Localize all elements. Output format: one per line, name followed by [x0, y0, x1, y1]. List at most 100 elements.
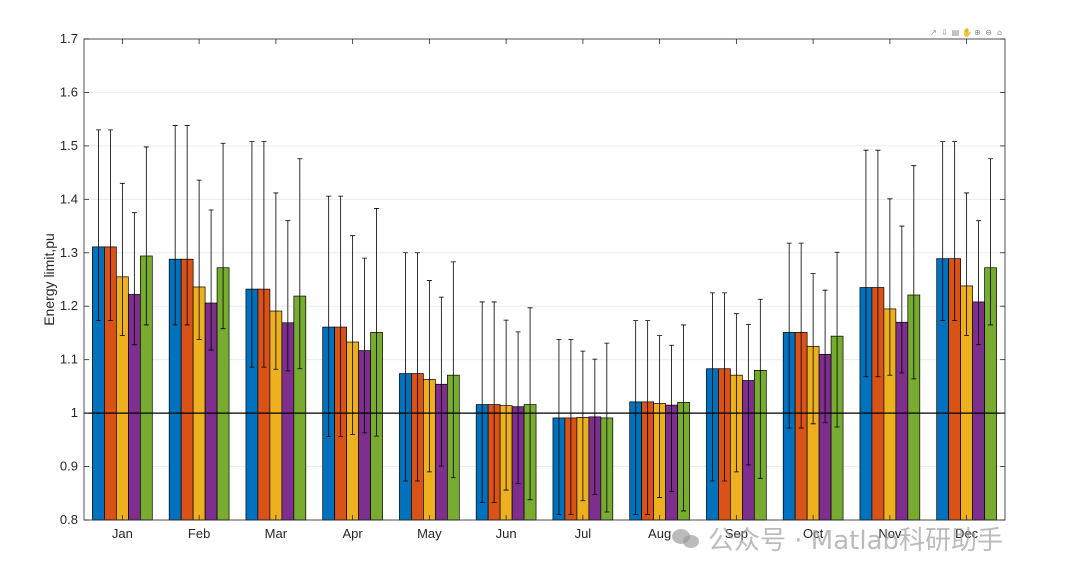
brush-icon[interactable]: ↗ [930, 28, 937, 37]
export-icon[interactable]: ⇩ [941, 28, 948, 37]
errorbar-dec-s5 [988, 158, 994, 326]
errorbar-may-s5 [450, 261, 456, 479]
errorbar-oct-s3 [810, 273, 816, 425]
y-tick-label: 1.4 [60, 191, 78, 206]
errorbar-oct-s4 [822, 289, 828, 424]
errorbar-mar-s5 [297, 158, 303, 370]
errorbar-jun-s5 [527, 307, 533, 501]
errorbar-jan-s3 [119, 182, 125, 337]
errorbar-feb-s4 [208, 209, 214, 351]
y-axis-label: Energy limit,pu [41, 233, 57, 326]
x-tick-label: Aug [648, 526, 671, 541]
y-tick-label: 1.1 [60, 352, 78, 367]
errorbar-sep-s4 [745, 323, 751, 466]
x-tick-label: Oct [803, 526, 824, 541]
y-tick-label: 1 [71, 405, 78, 420]
errorbar-may-s3 [426, 280, 432, 473]
watermark-text: 公众号 · Matlab科研助手 [708, 526, 1004, 556]
errorbar-oct-s1 [786, 242, 792, 429]
errorbar-dec-s2 [952, 141, 958, 322]
errorbar-aug-s4 [669, 344, 675, 493]
errorbar-jan-s1 [95, 129, 101, 322]
x-tick-label: Dec [955, 526, 979, 541]
pan-icon[interactable]: ✋ [962, 28, 972, 37]
errorbar-feb-s5 [220, 142, 226, 330]
errorbar-sep-s3 [733, 313, 739, 473]
errorbar-apr-s2 [338, 195, 344, 438]
errorbar-mar-s2 [261, 141, 267, 368]
errorbar-nov-s1 [863, 149, 869, 378]
errorbar-may-s2 [414, 252, 420, 482]
errorbar-mar-s3 [273, 192, 279, 370]
watermark: 公众号 · Matlab科研助手 [672, 520, 1003, 557]
errorbar-mar-s1 [249, 141, 255, 368]
errorbar-jan-s5 [143, 146, 149, 326]
y-tick-label: 0.8 [60, 512, 78, 527]
errorbar-aug-s1 [633, 320, 639, 516]
plot-area [84, 39, 1005, 520]
y-tick-label: 1.7 [60, 31, 78, 46]
errorbars-series-2 [107, 125, 958, 516]
errorbar-feb-s2 [184, 125, 190, 326]
errorbar-jun-s2 [491, 301, 497, 503]
errorbar-jul-s4 [592, 358, 598, 495]
x-tick-label: Jul [575, 526, 592, 541]
errorbar-dec-s4 [976, 220, 982, 346]
home-icon[interactable]: ⌂ [996, 28, 1003, 37]
errorbar-jun-s4 [515, 331, 521, 485]
errorbar-oct-s5 [834, 251, 840, 428]
errorbar-apr-s5 [374, 208, 380, 437]
errorbar-jul-s3 [580, 350, 586, 502]
errorbar-sep-s5 [757, 298, 763, 479]
x-tick-label: Feb [188, 526, 210, 541]
y-tick-label: 0.9 [60, 459, 78, 474]
y-tick-label: 1.2 [60, 298, 78, 313]
errorbar-aug-s3 [657, 335, 663, 498]
zoom-in-icon[interactable]: ⊕ [974, 28, 981, 37]
axes-toolbar[interactable]: ↗ ⇩ ▤ ✋ ⊕ ⊖ ⌂ [929, 28, 1004, 37]
errorbar-aug-s2 [645, 320, 651, 516]
wechat-icon [672, 528, 700, 549]
axes-box [83, 38, 1006, 521]
errorbar-apr-s3 [350, 235, 356, 435]
x-tick-label: Jun [496, 526, 517, 541]
x-tick-label: Apr [343, 526, 364, 541]
errorbars-series-4 [131, 209, 982, 495]
errorbar-oct-s2 [798, 242, 804, 429]
errorbar-mar-s4 [285, 220, 291, 372]
errorbar-may-s1 [402, 252, 408, 482]
x-tick-label: May [417, 526, 442, 541]
errorbar-jul-s5 [604, 342, 610, 513]
x-tick-label: Mar [265, 526, 288, 541]
errorbar-sep-s2 [721, 292, 727, 482]
errorbar-jan-s2 [107, 129, 113, 322]
errorbar-nov-s4 [899, 225, 905, 374]
errorbar-dec-s3 [964, 192, 970, 337]
errorbar-aug-s5 [681, 324, 687, 512]
errorbar-jun-s3 [503, 319, 509, 491]
errorbar-jul-s2 [568, 338, 574, 516]
errorbar-dec-s1 [940, 141, 946, 322]
errorbars-series-3 [119, 179, 970, 502]
errorbar-sep-s1 [709, 292, 715, 482]
errorbar-jan-s4 [131, 212, 137, 346]
x-tick-label: Jan [112, 526, 133, 541]
errorbar-feb-s1 [172, 125, 178, 326]
data-tips-icon[interactable]: ▤ [951, 28, 960, 37]
errorbar-may-s4 [438, 296, 444, 467]
zoom-out-icon[interactable]: ⊖ [985, 28, 992, 37]
errorbars-series-1 [95, 125, 946, 516]
errorbar-jun-s1 [479, 301, 485, 503]
errorbar-nov-s3 [887, 198, 893, 376]
errorbar-nov-s5 [911, 165, 917, 380]
errorbar-jul-s1 [556, 338, 562, 516]
x-tick-label: Sep [725, 526, 748, 541]
errorbar-apr-s4 [362, 257, 368, 434]
errorbar-apr-s1 [326, 195, 332, 438]
errorbar-feb-s3 [196, 179, 202, 340]
errorbar-nov-s2 [875, 149, 881, 378]
y-tick-label: 1.3 [60, 245, 78, 260]
y-tick-label: 1.5 [60, 138, 78, 153]
y-tick-label: 1.6 [60, 84, 78, 99]
